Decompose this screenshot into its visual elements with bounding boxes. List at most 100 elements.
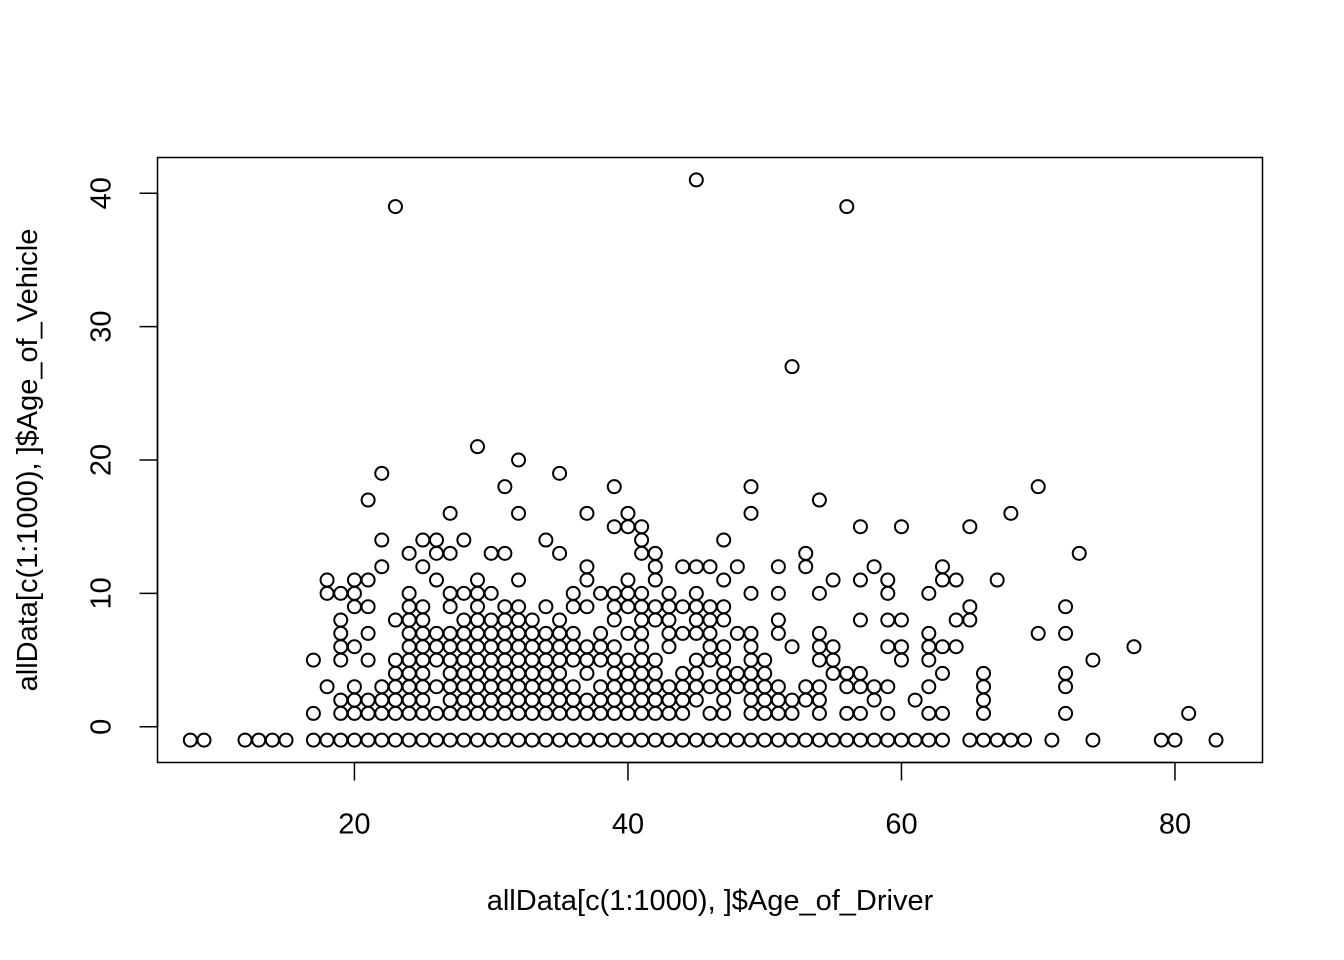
data-point bbox=[278, 732, 294, 748]
data-point bbox=[360, 572, 376, 588]
data-point bbox=[811, 492, 827, 508]
data-point bbox=[387, 199, 403, 215]
data-point bbox=[852, 705, 868, 721]
data-point bbox=[497, 479, 513, 495]
data-point bbox=[880, 679, 896, 695]
data-point bbox=[880, 572, 896, 588]
data-point bbox=[934, 665, 950, 681]
data-point bbox=[360, 492, 376, 508]
data-point bbox=[538, 532, 554, 548]
data-point bbox=[976, 665, 992, 681]
data-point bbox=[852, 519, 868, 535]
data-point bbox=[770, 679, 786, 695]
data-point bbox=[1181, 705, 1197, 721]
data-point bbox=[989, 572, 1005, 588]
data-point bbox=[552, 545, 568, 561]
data-point bbox=[647, 545, 663, 561]
data-point bbox=[552, 612, 568, 628]
data-point bbox=[483, 585, 499, 601]
x-tick-label: 60 bbox=[885, 809, 917, 841]
data-point bbox=[825, 572, 841, 588]
data-point bbox=[565, 585, 581, 601]
data-point bbox=[1044, 732, 1060, 748]
data-point bbox=[497, 545, 513, 561]
data-point bbox=[1071, 545, 1087, 561]
data-point bbox=[606, 479, 622, 495]
data-point bbox=[565, 679, 581, 695]
x-tick-label: 20 bbox=[338, 809, 370, 841]
data-point bbox=[770, 612, 786, 628]
data-point bbox=[333, 612, 349, 628]
data-point bbox=[456, 532, 472, 548]
data-point bbox=[374, 532, 390, 548]
x-axis: 20 40 60 80 bbox=[338, 761, 1191, 841]
data-point bbox=[647, 652, 663, 668]
data-point bbox=[579, 559, 595, 575]
data-point bbox=[415, 559, 431, 575]
data-point bbox=[866, 559, 882, 575]
data-point bbox=[511, 505, 527, 521]
data-point bbox=[428, 572, 444, 588]
data-point bbox=[401, 545, 417, 561]
data-point bbox=[620, 572, 636, 588]
data-point bbox=[716, 639, 732, 655]
data-point bbox=[743, 625, 759, 641]
x-tick-label: 40 bbox=[612, 809, 644, 841]
data-point bbox=[702, 559, 718, 575]
y-tick-label: 0 bbox=[86, 719, 118, 735]
data-point bbox=[852, 572, 868, 588]
data-point bbox=[606, 639, 622, 655]
data-point bbox=[401, 585, 417, 601]
data-point bbox=[565, 625, 581, 641]
data-point bbox=[415, 599, 431, 615]
data-point bbox=[1058, 625, 1074, 641]
x-axis-title: allData[c(1:1000), ]$Age_of_Driver bbox=[487, 885, 934, 917]
data-point bbox=[948, 572, 964, 588]
data-point bbox=[360, 599, 376, 615]
data-point bbox=[948, 639, 964, 655]
data-point bbox=[428, 532, 444, 548]
data-point bbox=[1208, 732, 1224, 748]
data-point bbox=[893, 519, 909, 535]
data-point bbox=[196, 732, 212, 748]
data-point bbox=[319, 679, 335, 695]
data-point bbox=[757, 652, 773, 668]
data-point bbox=[716, 572, 732, 588]
data-point bbox=[743, 505, 759, 521]
data-point bbox=[511, 572, 527, 588]
data-point bbox=[511, 452, 527, 468]
data-point bbox=[852, 612, 868, 628]
data-point bbox=[579, 599, 595, 615]
data-point bbox=[319, 572, 335, 588]
x-tick-label: 80 bbox=[1159, 809, 1191, 841]
data-point bbox=[346, 679, 362, 695]
data-point bbox=[811, 625, 827, 641]
data-point bbox=[511, 599, 527, 615]
data-point bbox=[593, 625, 609, 641]
data-point bbox=[374, 465, 390, 481]
data-point bbox=[729, 559, 745, 575]
data-point bbox=[893, 639, 909, 655]
data-point bbox=[1030, 625, 1046, 641]
data-point bbox=[811, 679, 827, 695]
data-point bbox=[921, 585, 937, 601]
data-point bbox=[784, 639, 800, 655]
y-axis: 0 10 20 30 40 bbox=[86, 177, 159, 735]
data-point bbox=[811, 585, 827, 601]
data-point bbox=[1058, 665, 1074, 681]
data-point bbox=[907, 692, 923, 708]
data-point bbox=[798, 545, 814, 561]
data-point bbox=[442, 545, 458, 561]
y-tick-label: 30 bbox=[86, 310, 118, 342]
data-point bbox=[360, 652, 376, 668]
data-point bbox=[1126, 639, 1142, 655]
data-point bbox=[470, 439, 486, 455]
data-point bbox=[1085, 732, 1101, 748]
data-point bbox=[934, 732, 950, 748]
data-point bbox=[934, 559, 950, 575]
data-point bbox=[360, 625, 376, 641]
data-point bbox=[784, 359, 800, 375]
data-point bbox=[839, 199, 855, 215]
